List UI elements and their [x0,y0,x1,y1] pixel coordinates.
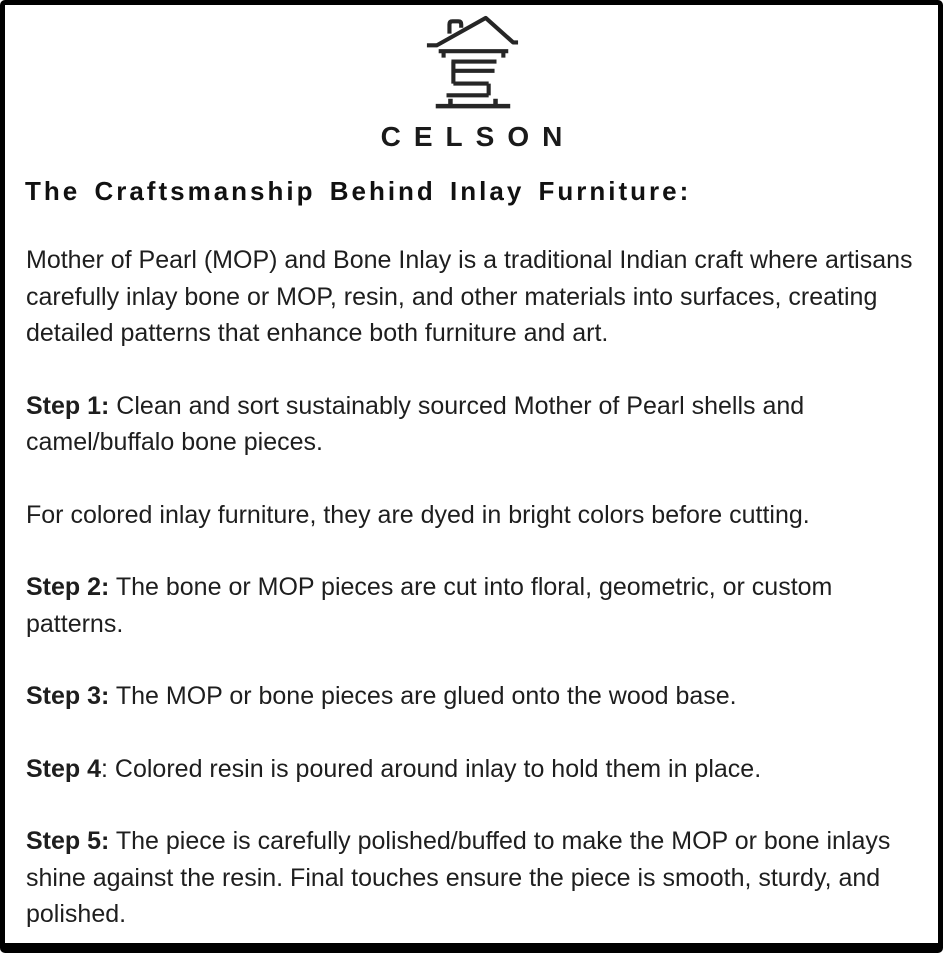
colored-inlay-paragraph: For colored inlay furniture, they are dy… [26,497,917,534]
paragraph-text: For colored inlay furniture, they are dy… [26,500,810,529]
paragraph-text: Mother of Pearl (MOP) and Bone Inlay is … [26,246,913,347]
step-2-label: Step 2: [26,573,110,601]
logo-container [5,5,938,117]
celson-house-monogram-icon [426,15,518,109]
step-4-paragraph: Step 4: Colored resin is poured around i… [26,751,917,788]
step-1-label: Step 1: [26,391,110,420]
step-3-label: Step 3: [26,682,110,710]
paragraph-text: The bone or MOP pieces are cut into flor… [26,573,833,638]
step-5-label: Step 5: [26,827,110,855]
brand-name: CELSON [380,121,576,152]
paragraph-text: Clean and sort sustainably sourced Mothe… [26,391,805,457]
step-4-label: Step 4 [26,754,102,783]
step-3-paragraph: Step 3: The MOP or bone pieces are glued… [26,678,917,715]
paragraph-text: The MOP or bone pieces are glued onto th… [109,682,737,710]
paragraph-text: : Colored resin is poured around inlay t… [101,754,762,783]
step-1-paragraph: Step 1: Clean and sort sustainably sourc… [26,388,917,461]
page-title: The Craftsmanship Behind Inlay Furniture… [25,176,692,206]
intro-paragraph: Mother of Pearl (MOP) and Bone Inlay is … [26,242,917,352]
step-5-paragraph: Step 5: The piece is carefully polished/… [26,823,917,933]
step-2-paragraph: Step 2: The bone or MOP pieces are cut i… [26,569,917,642]
document-body: Mother of Pearl (MOP) and Bone Inlay is … [26,242,917,933]
paragraph-text: The piece is carefully polished/buffed t… [26,827,891,928]
